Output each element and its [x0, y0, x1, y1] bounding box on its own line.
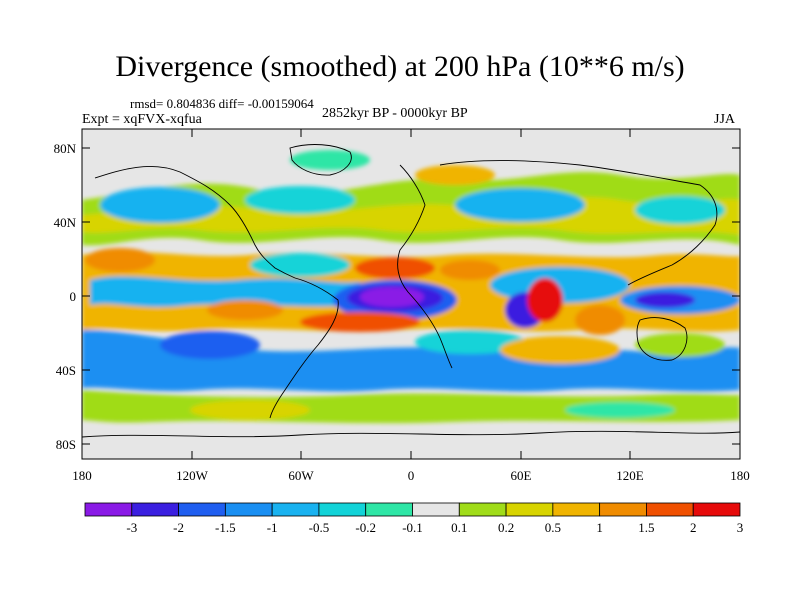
colorbar-label: 1.5 — [638, 520, 654, 535]
coastlines — [82, 144, 740, 438]
lat-tick-label: 40S — [56, 363, 76, 378]
season-label: JJA — [714, 112, 736, 127]
colorbar-label: -2 — [173, 520, 184, 535]
colorbar-swatch — [412, 502, 460, 517]
colorbar-label: 1 — [596, 520, 603, 535]
lat-tick-label: 40N — [54, 215, 77, 230]
lon-tick-label: 120W — [176, 468, 209, 483]
colorbar-swatch — [599, 502, 647, 517]
lon-tick-label: 180 — [72, 468, 92, 483]
lon-tick-label: 120E — [616, 468, 644, 483]
divergence-field — [82, 150, 740, 424]
colorbar-swatch — [552, 502, 601, 517]
colorbar-swatch — [84, 502, 133, 517]
colorbar-swatch — [271, 502, 320, 517]
lat-tick-label: 80N — [54, 141, 77, 156]
colorbar-swatch — [178, 502, 226, 517]
colorbar-swatch — [318, 502, 367, 517]
colorbar-swatch — [692, 502, 741, 517]
greenland-coast — [289, 144, 352, 176]
colorbar-label: -1 — [267, 520, 278, 535]
colorbar-label: -0.5 — [309, 520, 330, 535]
lat-tick-label: 0 — [70, 289, 77, 304]
north-america-coast — [94, 166, 296, 279]
colorbar-swatch — [505, 502, 554, 517]
colorbar-swatch — [131, 502, 179, 517]
lat-tick-label: 80S — [56, 437, 76, 452]
europe-africa-coast — [397, 164, 453, 369]
colorbar-label: -3 — [126, 520, 137, 535]
latitude-axis: 80N 40N 0 40S 80S — [54, 141, 740, 452]
colorbar-swatch — [646, 502, 694, 517]
colorbar-swatch — [365, 502, 413, 517]
experiment-label: Expt = xqFVX-xqfua — [82, 112, 202, 127]
lon-tick-label: 180 — [730, 468, 750, 483]
lon-tick-label: 60W — [288, 468, 314, 483]
australia-coast — [636, 317, 688, 361]
colorbar: -3 -2 -1.5 -1 -0.5 -0.2 -0.1 0.1 0.2 0.5 1 1.5 2 3 — [84, 502, 744, 535]
south-america-coast — [269, 277, 339, 419]
lon-tick-label: 0 — [408, 468, 415, 483]
colorbar-label: 2 — [690, 520, 697, 535]
colorbar-label: 3 — [737, 520, 744, 535]
colorbar-label: -0.1 — [402, 520, 423, 535]
map-title: Divergence (smoothed) at 200 hPa (10**6 … — [115, 50, 685, 83]
colorbar-label: -1.5 — [215, 520, 236, 535]
asia-coast — [439, 160, 718, 286]
period-label: 2852kyr BP - 0000kyr BP — [322, 106, 468, 121]
colorbar-label: 0.2 — [498, 520, 514, 535]
colorbar-swatch — [458, 502, 507, 517]
rmsd-stats: rmsd= 0.804836 diff= -0.00159064 — [130, 96, 314, 111]
lon-tick-label: 60E — [511, 468, 532, 483]
colorbar-label: -0.2 — [355, 520, 376, 535]
antarctica-coast — [82, 430, 740, 438]
colorbar-label: 0.5 — [545, 520, 561, 535]
colorbar-label: 0.1 — [451, 520, 467, 535]
longitude-axis: 180 120W 60W 0 60E 120E 180 — [72, 129, 750, 483]
colorbar-swatch — [224, 502, 273, 517]
